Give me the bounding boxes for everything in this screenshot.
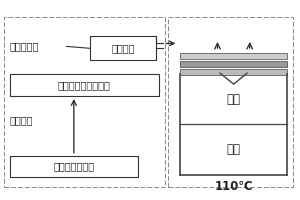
Bar xyxy=(90,36,156,60)
Bar xyxy=(10,74,159,96)
Text: 氨水: 氨水 xyxy=(226,143,241,156)
Bar xyxy=(4,17,165,187)
Text: 浸泡盐溶液: 浸泡盐溶液 xyxy=(10,41,39,51)
Text: 碳化细菌纤维素: 碳化细菌纤维素 xyxy=(53,162,94,172)
Bar xyxy=(10,156,138,177)
Bar xyxy=(180,69,287,75)
Text: 乙醇蒸发: 乙醇蒸发 xyxy=(111,43,135,53)
Text: 氨气: 氨气 xyxy=(226,93,241,106)
Bar xyxy=(168,17,293,187)
Text: 110℃: 110℃ xyxy=(214,180,253,193)
Text: 阳极氧化: 阳极氧化 xyxy=(10,115,33,125)
Bar xyxy=(180,53,287,59)
Text: 氧化碳化细菌纤维素: 氧化碳化细菌纤维素 xyxy=(58,80,111,90)
Bar xyxy=(180,61,287,67)
